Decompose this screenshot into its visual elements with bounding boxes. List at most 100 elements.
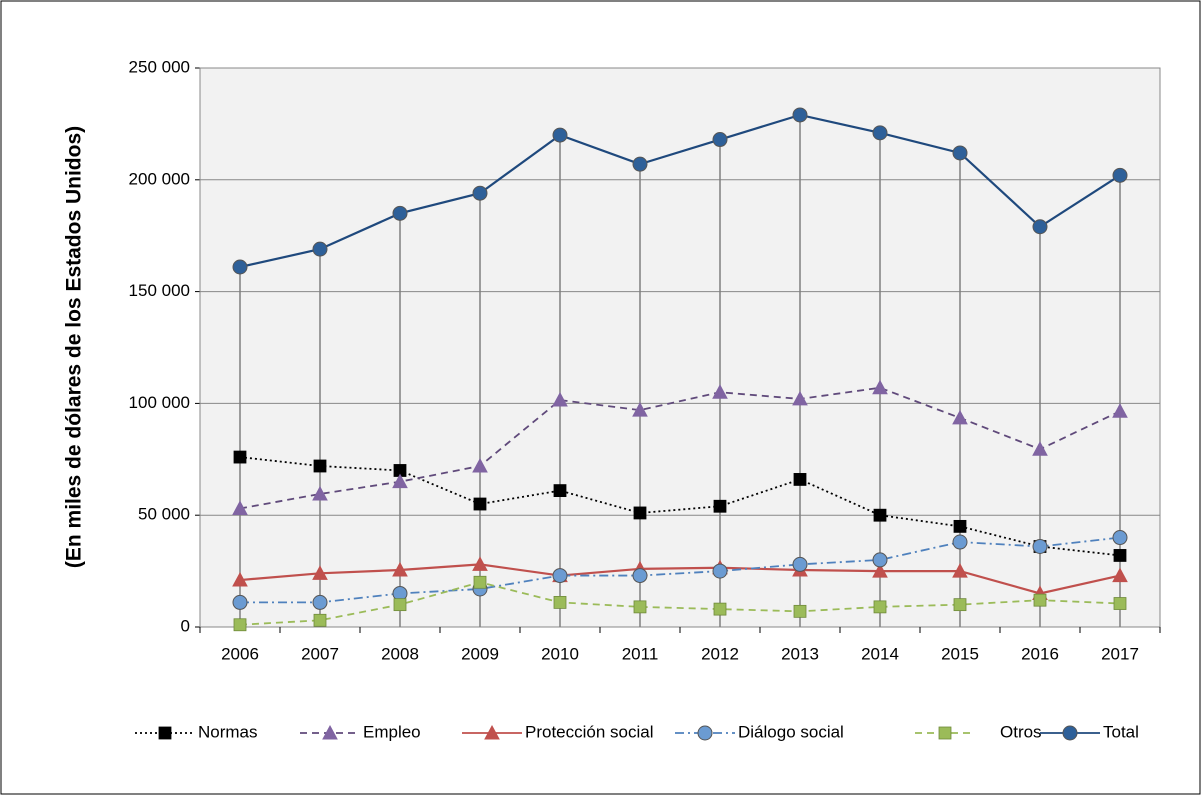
legend-label: Normas [198,722,258,741]
data-point [1112,530,1128,546]
data-point [232,259,248,275]
legend-label: Otros [1000,722,1042,741]
data-point [952,534,968,550]
data-point [713,499,727,513]
y-tick-label: 100 000 [129,393,190,412]
data-point [233,450,247,464]
data-point [1113,549,1127,562]
data-point [1112,403,1128,418]
data-point [632,568,648,584]
data-point [953,598,967,612]
data-point [1033,593,1047,607]
series-line [240,536,1121,604]
x-tick-label: 2010 [541,644,579,663]
data-point [472,457,488,473]
data-point [232,500,248,515]
data-point [632,402,648,417]
data-point [473,497,487,511]
y-tick-label: 200 000 [129,169,190,188]
data-point [232,594,248,610]
data-point [552,391,568,407]
data-point [792,390,808,406]
legend-marker [322,724,338,740]
data-point [953,519,967,533]
data-point [952,409,968,425]
data-point [1032,219,1048,235]
x-tick-label: 2009 [461,644,499,663]
data-point [952,145,968,161]
data-point [472,185,488,201]
data-point [1112,167,1128,183]
series-line [239,113,1121,269]
y-tick-label: 250 000 [129,57,190,76]
data-point [712,563,728,579]
data-point [392,473,408,489]
data-point [793,473,807,486]
x-tick-label: 2007 [301,644,339,663]
data-point [1032,539,1048,555]
data-point [633,506,647,520]
series-line [239,456,1121,557]
x-tick-label: 2013 [781,644,819,663]
data-point [553,484,567,498]
legend-label: Empleo [363,722,421,741]
legend-label: Total [1103,722,1139,741]
data-point [313,459,327,473]
data-point [392,205,408,221]
data-point [1113,597,1127,610]
plot-area [200,68,1160,627]
y-axis-label: (En miles de dólares de los Estados Unid… [63,126,86,568]
legend-marker [158,726,172,740]
y-tick-label: 50 000 [138,505,190,524]
data-point [392,561,408,577]
data-point [312,565,328,580]
data-point [472,556,488,571]
series-line [239,581,1121,626]
data-point [873,600,887,614]
series-line [239,386,1121,510]
x-tick-label: 2017 [1101,644,1139,663]
data-point [233,618,247,632]
legend-label: Protección social [525,722,654,741]
data-point [632,156,648,172]
data-point [1112,567,1128,583]
data-point [952,563,968,578]
data-point [793,604,807,618]
x-tick-label: 2008 [381,644,419,663]
data-point [873,508,887,522]
legend-label: Diálogo social [738,722,844,741]
data-point [872,552,888,568]
legend-marker [1062,725,1078,741]
y-tick-label: 0 [181,616,190,635]
data-point [872,125,888,141]
series-line [239,563,1121,595]
x-tick-label: 2006 [221,644,259,663]
data-point [312,594,328,610]
data-point [232,571,248,587]
data-point [552,127,568,143]
data-point [313,613,327,627]
data-point [312,241,328,257]
data-point [792,556,808,572]
data-point [552,568,568,584]
x-tick-label: 2016 [1021,644,1059,663]
x-tick-label: 2011 [622,644,659,663]
data-point [473,575,487,589]
data-point [872,379,888,395]
data-point [393,598,407,612]
x-tick-label: 2014 [861,644,899,663]
data-point [633,600,647,614]
data-point [713,602,727,616]
data-point [712,384,728,399]
data-point [872,563,888,578]
x-tick-label: 2015 [941,644,979,663]
legend-marker [938,726,952,740]
legend-marker [484,724,500,740]
data-point [1032,441,1048,456]
data-point [553,596,567,609]
x-tick-label: 2012 [701,644,739,663]
legend-marker [697,725,713,741]
data-point [312,485,328,501]
data-point [712,132,728,148]
